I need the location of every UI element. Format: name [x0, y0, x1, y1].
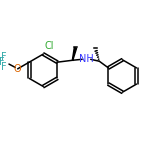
Text: NH: NH: [79, 54, 93, 64]
Text: F: F: [1, 62, 7, 72]
Polygon shape: [72, 48, 77, 60]
Text: O: O: [14, 64, 21, 74]
Text: Cl: Cl: [44, 41, 54, 51]
Text: F: F: [1, 52, 7, 62]
Text: F: F: [0, 57, 4, 67]
